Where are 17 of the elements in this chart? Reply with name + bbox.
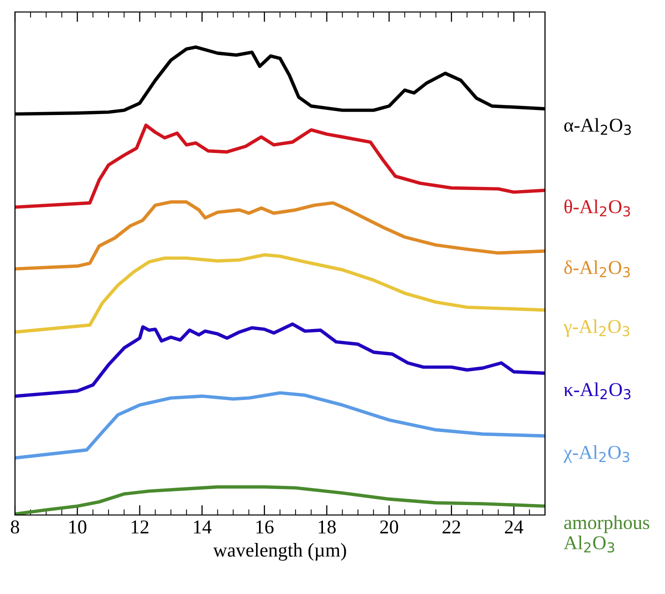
x-tick-label: 14 bbox=[194, 520, 212, 534]
x-tick-label: 24 bbox=[504, 520, 524, 534]
x-tick-label: 16 bbox=[256, 520, 274, 534]
series-label: amorphous Al$_{2}$O$_{3}$ bbox=[564, 515, 650, 553]
x-tick-label: 22 bbox=[442, 520, 460, 534]
x-tick-label: 20 bbox=[380, 520, 398, 534]
x-tick-label: 18 bbox=[318, 520, 336, 534]
series-label: χ-Al$_{2}$O$_{3}$ bbox=[564, 445, 630, 463]
series-label: δ-Al$_{2}$O$_{3}$ bbox=[564, 260, 630, 278]
x-tick-label: 12 bbox=[132, 520, 148, 534]
series-label: α-Al$_{2}$O$_{3}$ bbox=[564, 118, 631, 135]
series-label: θ-Al$_{2}$O$_{3}$ bbox=[564, 200, 630, 216]
x-tick-label: 8 bbox=[10, 520, 20, 534]
x-axis-title: wavelength (µm) bbox=[213, 543, 346, 561]
series-label: γ-Al$_{2}$O$_{3}$ bbox=[564, 319, 630, 338]
series-label: κ-Al$_{2}$O$_{3}$ bbox=[564, 382, 630, 400]
x-tick-label: 10 bbox=[69, 520, 86, 534]
